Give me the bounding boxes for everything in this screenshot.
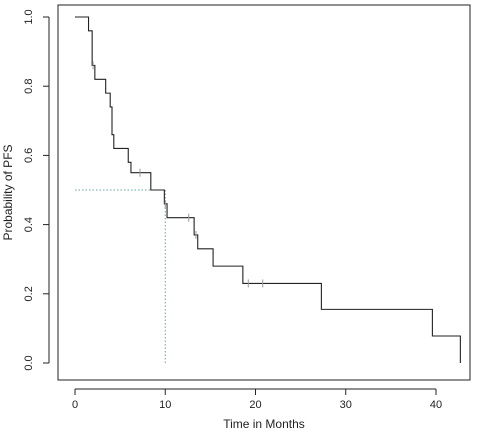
x-tick-label: 40 [430,399,442,411]
survival-step-line [75,16,461,363]
axes: 0 10 20 30 40 0.0 0.2 0.4 0.6 0.8 1.0 [23,9,442,411]
y-tick-label: 0.6 [23,148,35,163]
x-tick-label: 0 [72,399,78,411]
y-tick-label: 0.2 [23,286,35,301]
plot-border [57,4,471,381]
x-axis-title: Time in Months [223,417,305,431]
y-tick-label: 0.8 [23,79,35,94]
censor-marks [92,61,264,288]
y-tick-label: 0.0 [23,355,35,370]
median-reference-lines [75,189,166,363]
x-tick-label: 10 [159,399,171,411]
y-axis-title: Probability of PFS [1,144,15,240]
y-tick-label: 1.0 [23,9,35,24]
plot-frame [57,4,471,381]
survival-curve [75,16,461,363]
y-tick-label: 0.4 [23,217,35,232]
x-tick-label: 30 [340,399,352,411]
x-tick-label: 20 [249,399,261,411]
